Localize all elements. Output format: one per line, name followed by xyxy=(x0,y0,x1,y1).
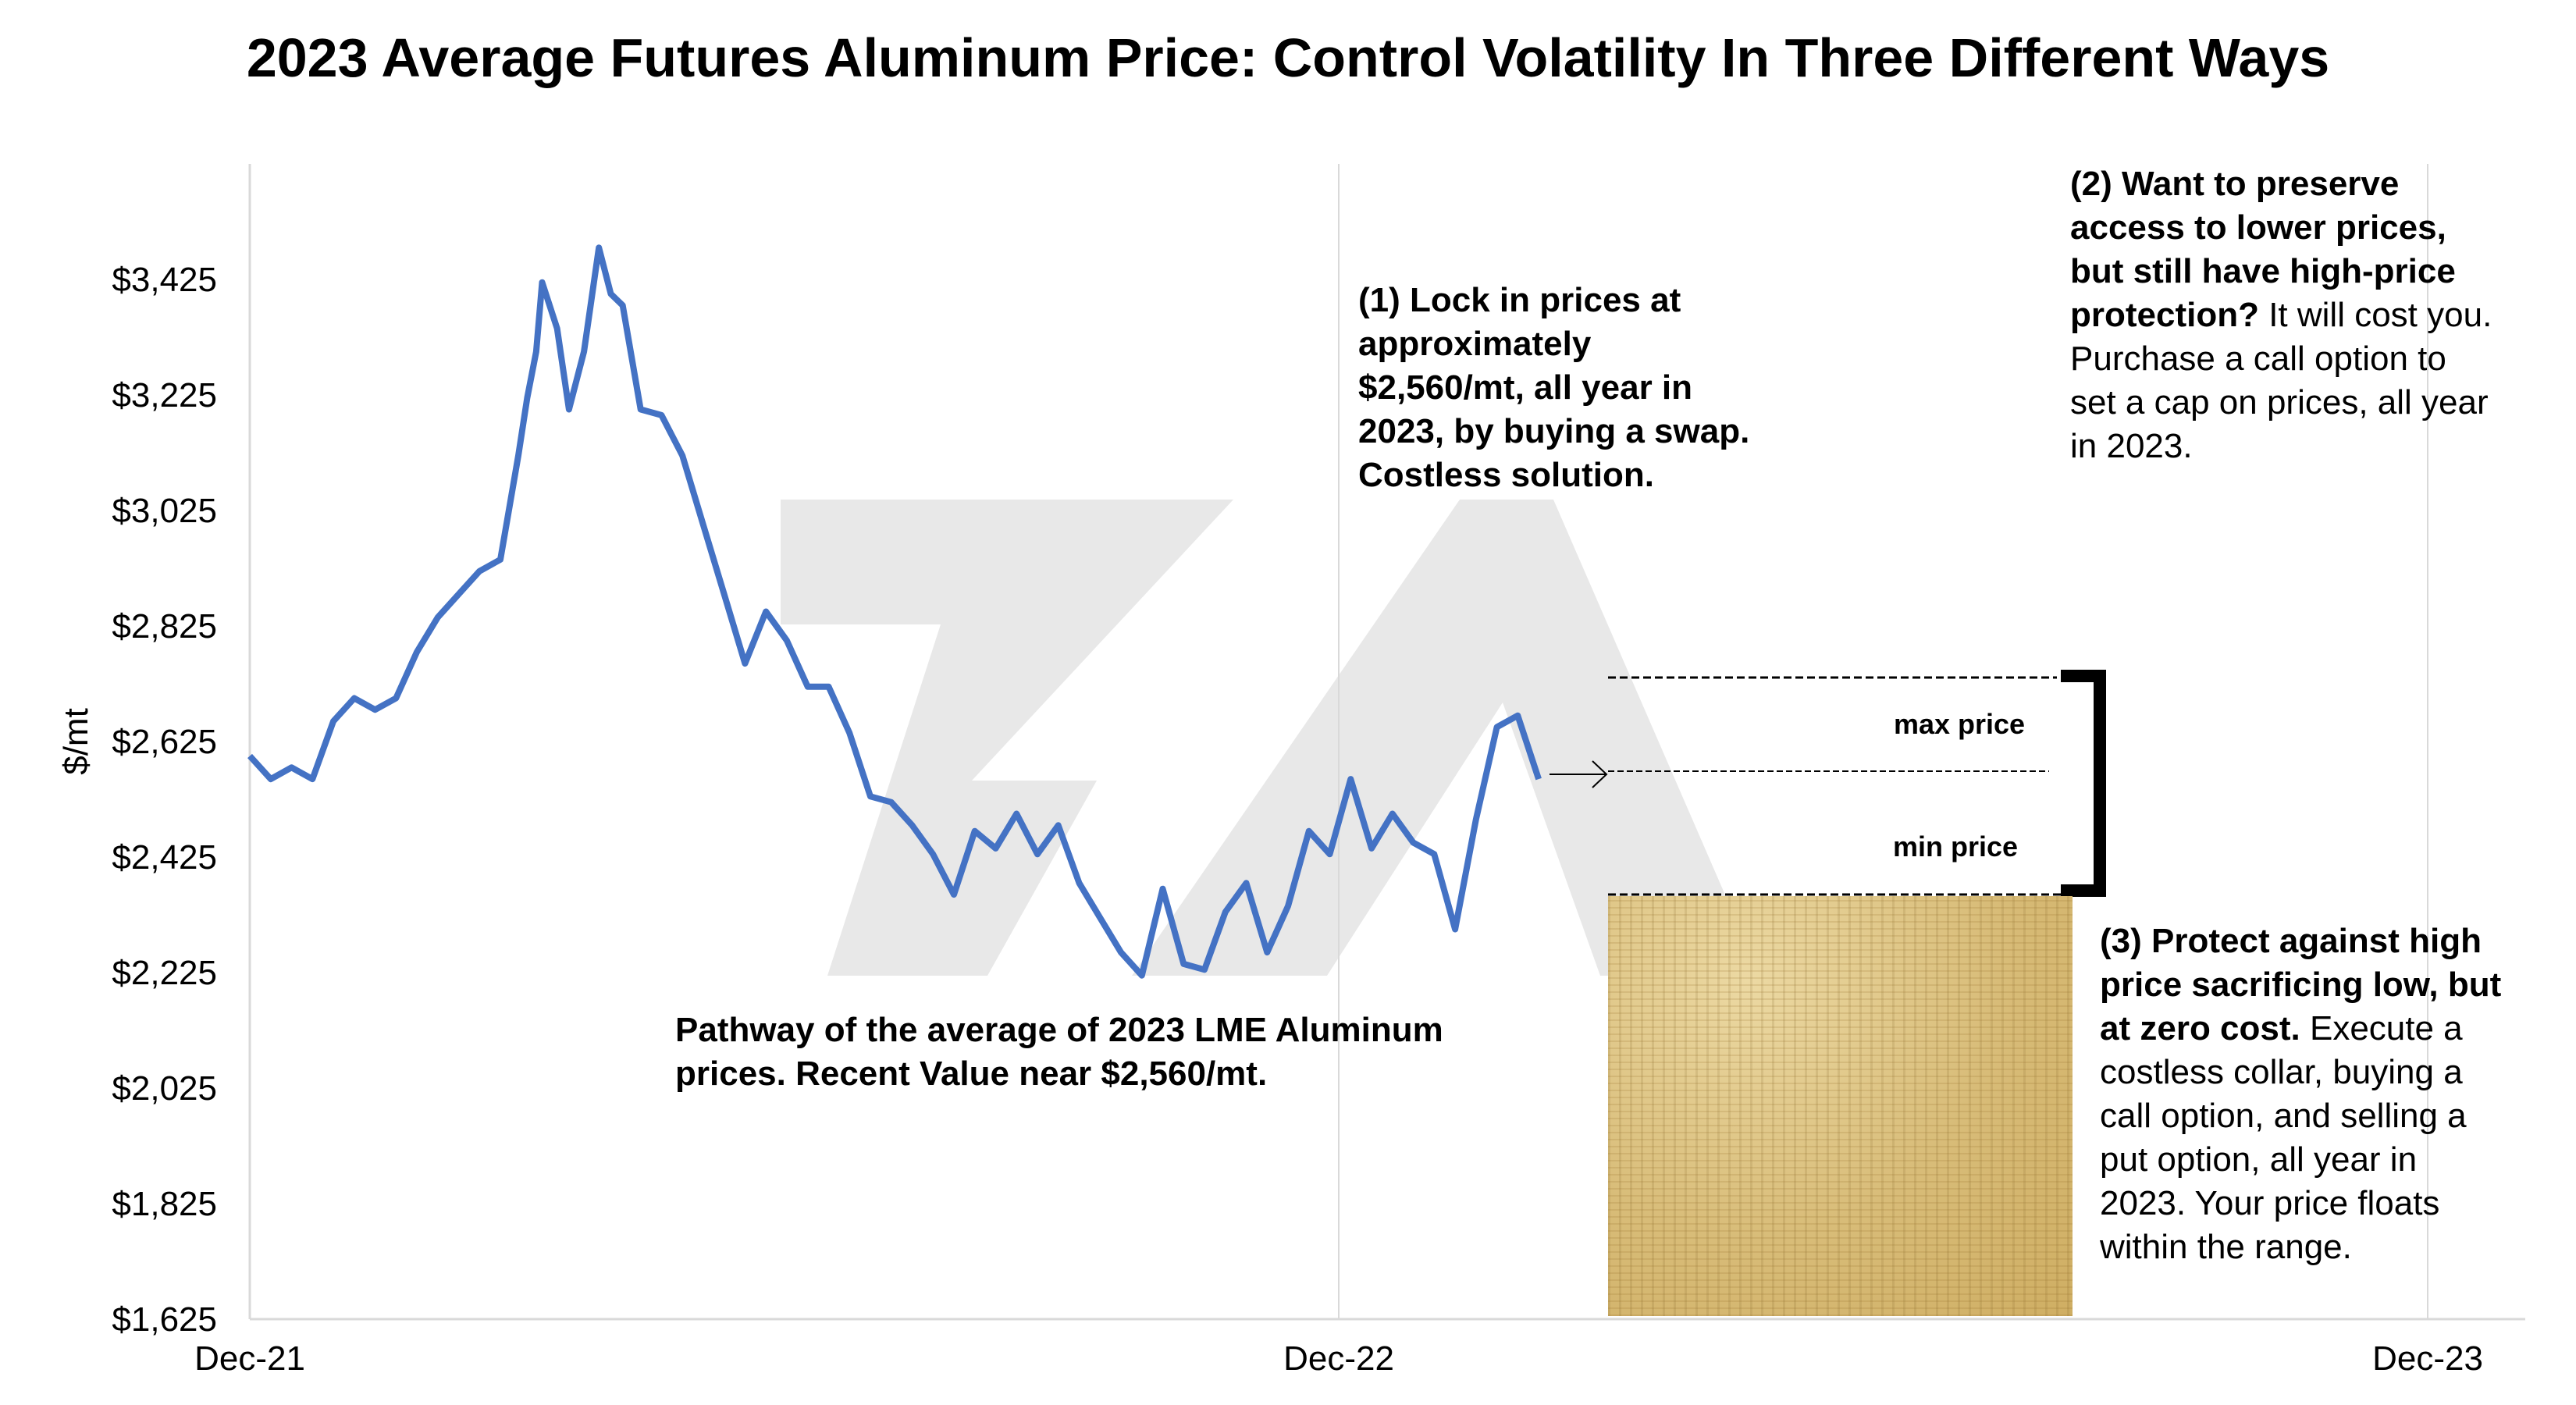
option-3-annotation: (3) Protect against high price sacrifici… xyxy=(2100,919,2506,1269)
option-2-annotation: (2) Want to preserve access to lower pri… xyxy=(2070,162,2496,468)
y-tick-label: $1,625 xyxy=(112,1300,217,1339)
x-tick-label: Dec-23 xyxy=(2372,1339,2483,1378)
y-tick-label: $2,625 xyxy=(112,723,217,761)
min-price-label: min price xyxy=(1893,831,2018,863)
option-2-bold-text: (2) Want to preserve access to lower pri… xyxy=(2070,165,2456,334)
max-price-label: max price xyxy=(1894,708,2025,740)
watermark-logo xyxy=(781,500,1760,976)
y-axis-label: $/mt xyxy=(57,708,95,775)
series-layer xyxy=(247,244,1542,979)
x-tick-label: Dec-21 xyxy=(194,1339,305,1378)
y-tick-labels: $1,625 $1,825 $2,025 $2,225 $2,425 $2,625 $2,8… xyxy=(112,261,217,1339)
option-2-text: It will cost you. Purchase a call option… xyxy=(2070,296,2492,465)
option-1-annotation: (1) Lock in prices at approximately $2,5… xyxy=(1358,281,1750,494)
x-tick-labels: Dec-21 Dec-22 Dec-23 xyxy=(194,1339,2483,1378)
y-tick-label: $2,225 xyxy=(112,954,217,992)
y-tick-label: $2,825 xyxy=(112,607,217,646)
pathway-annotation: Pathway of the average of 2023 LME Alumi… xyxy=(675,1011,1443,1093)
x-tick-label: Dec-22 xyxy=(1283,1339,1394,1378)
option-3-text: Execute a costless collar, buying a call… xyxy=(2100,1009,2467,1266)
price-series-line xyxy=(247,244,1542,979)
chart-title: 2023 Average Futures Aluminum Price: Con… xyxy=(246,27,2330,88)
y-tick-label: $2,425 xyxy=(112,838,217,877)
y-tick-label: $3,425 xyxy=(112,261,217,299)
y-tick-label: $3,025 xyxy=(112,492,217,530)
collar-range-texture xyxy=(1608,896,2073,1316)
y-tick-label: $1,825 xyxy=(112,1185,217,1223)
range-bracket xyxy=(2061,670,2106,897)
option-3-bold-text: (3) Protect against high price sacrifici… xyxy=(2100,922,2502,1048)
y-tick-label: $3,225 xyxy=(112,376,217,414)
y-tick-label: $2,025 xyxy=(112,1069,217,1108)
arrow-head xyxy=(1592,760,1608,788)
vertical-gridlines xyxy=(1338,164,2428,1319)
